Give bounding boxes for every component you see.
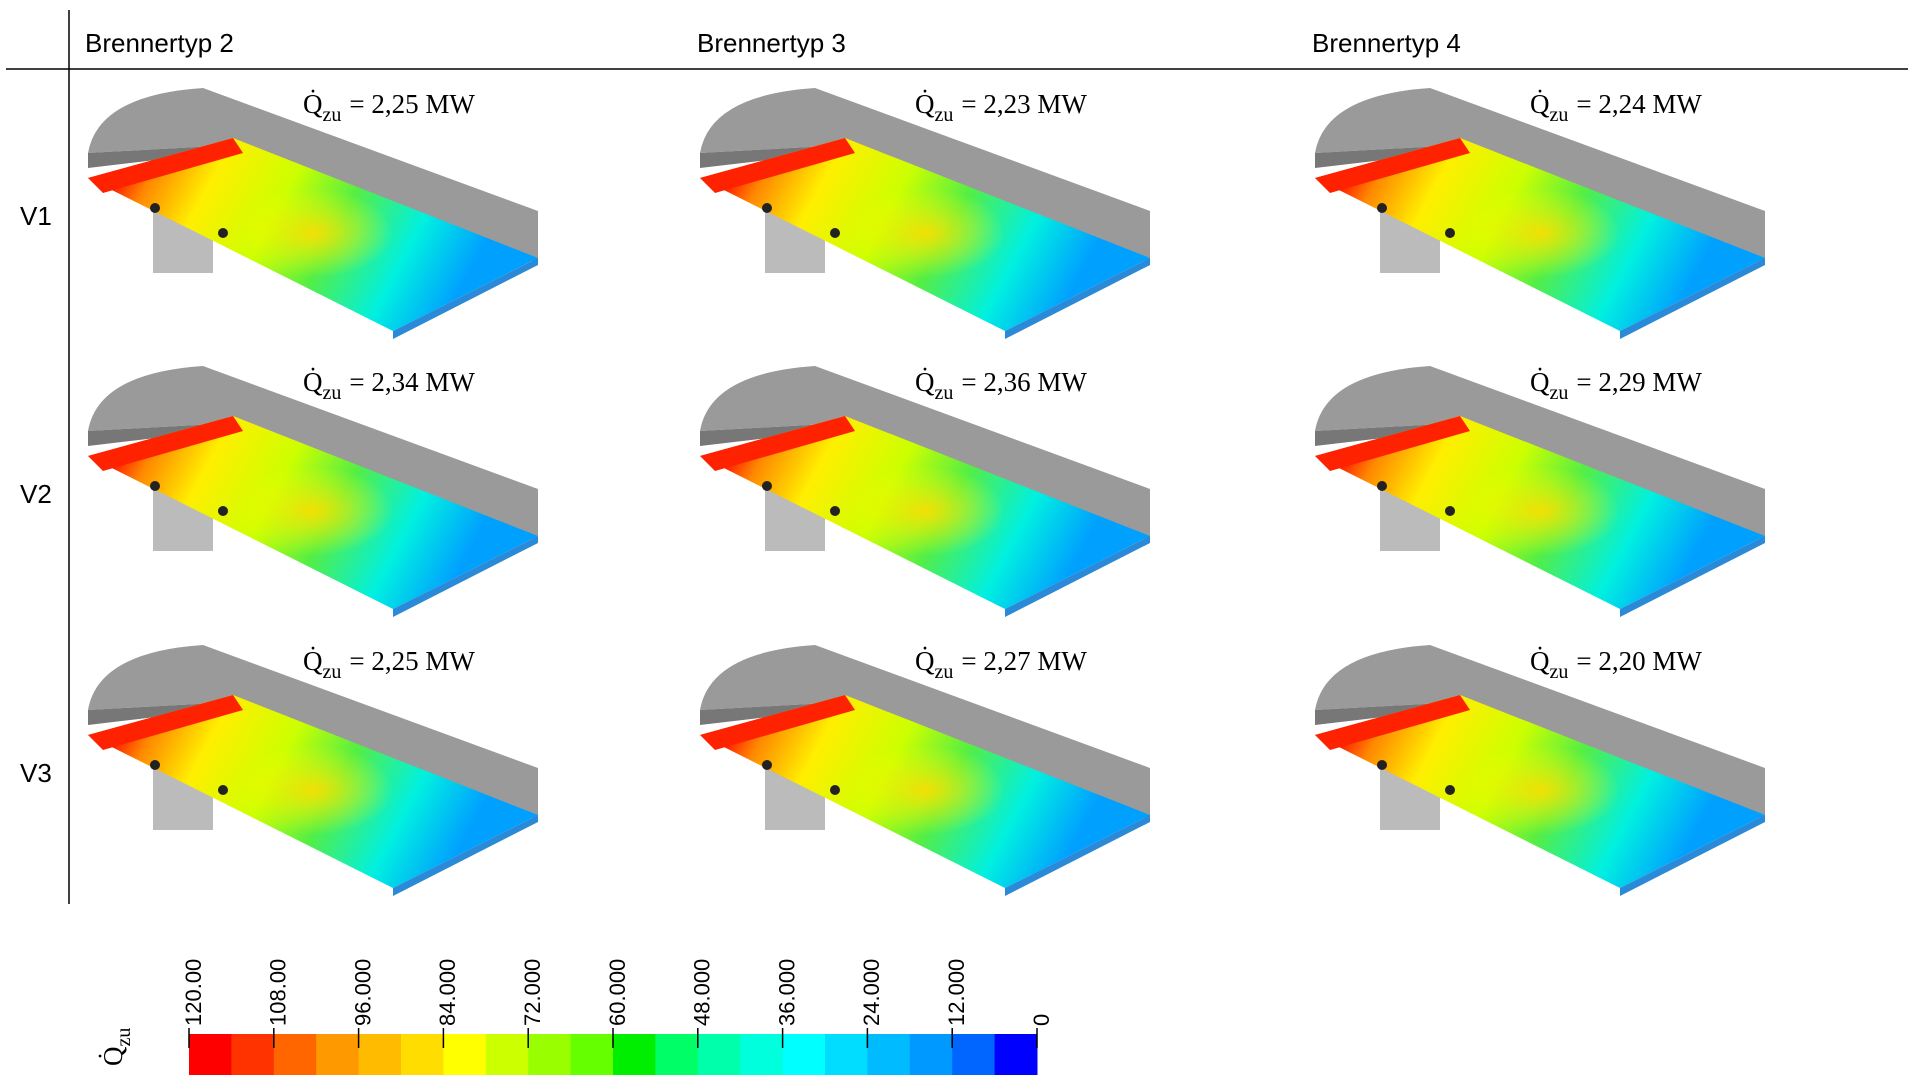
heat-input-label: Q̇zu = 2,20 MW xyxy=(1530,646,1702,683)
content: Brennertyp 2 Brennertyp 3 Brennertyp 4 V1 Q̇… xyxy=(20,28,1765,1075)
row-label: V1 xyxy=(20,201,52,231)
subscript: zu xyxy=(323,104,342,126)
heat-input-label: Q̇zu = 2,25 MW xyxy=(303,89,475,126)
colorbar-segment xyxy=(273,1034,317,1075)
symbol: Q̇ xyxy=(98,1046,128,1066)
colorbar-tick-label: 60.000 xyxy=(605,959,630,1026)
symbol: Q̇ xyxy=(303,89,323,119)
colorbar-tick-label: 36.000 xyxy=(774,959,799,1026)
colorbar-segment xyxy=(485,1034,529,1075)
colorbar-segment xyxy=(528,1034,572,1075)
value: = 2,27 MW xyxy=(961,646,1087,676)
simulation-image xyxy=(700,645,1150,896)
colorbar-segment xyxy=(570,1034,614,1075)
simulation-image xyxy=(1315,645,1765,896)
simulation-image xyxy=(1315,366,1765,617)
colorbar-segment xyxy=(443,1034,487,1075)
simulation-image xyxy=(88,366,538,617)
colorbar-segment xyxy=(655,1034,699,1075)
colorbar-segment xyxy=(316,1034,360,1075)
colorbar-segment xyxy=(189,1034,232,1075)
colorbar-segment xyxy=(231,1034,275,1075)
subscript: zu xyxy=(1550,661,1569,683)
symbol: Q̇ xyxy=(915,89,935,119)
symbol: Q̇ xyxy=(1530,367,1550,397)
colorbar-tick-label: 84.000 xyxy=(435,959,460,1026)
heat-input-label: Q̇zu = 2,23 MW xyxy=(915,89,1087,126)
subscript: zu xyxy=(1550,104,1569,126)
symbol: Q̇ xyxy=(1530,646,1550,676)
subscript: zu xyxy=(323,382,342,404)
colorbar-tick-label: 48.000 xyxy=(690,959,715,1026)
value: = 2,25 MW xyxy=(349,646,475,676)
symbol: Q̇ xyxy=(915,367,935,397)
row-label: V2 xyxy=(20,479,52,509)
colorbar-segment xyxy=(825,1034,868,1075)
subscript: zu xyxy=(113,1028,135,1047)
heat-input-label: Q̇zu = 2,34 MW xyxy=(303,367,475,404)
column-header: Brennertyp 4 xyxy=(1312,28,1461,58)
colorbar-label: Q̇zu xyxy=(98,1028,135,1066)
colorbar-segment xyxy=(867,1034,911,1075)
subscript: zu xyxy=(1550,382,1569,404)
simulation-image xyxy=(700,88,1150,339)
heat-input-label: Q̇zu = 2,29 MW xyxy=(1530,367,1702,404)
row-label: V3 xyxy=(20,758,52,788)
simulation-image xyxy=(88,88,538,339)
column-header: Brennertyp 2 xyxy=(85,28,234,58)
value: = 2,20 MW xyxy=(1576,646,1702,676)
colorbar-segment xyxy=(994,1034,1038,1075)
colorbar-segment xyxy=(909,1034,953,1075)
colorbar-tick-label: 12.000 xyxy=(944,959,969,1026)
simulation-image xyxy=(88,645,538,896)
colorbar-segment xyxy=(740,1034,784,1075)
colorbar-segment xyxy=(401,1034,444,1075)
colorbar-segment xyxy=(613,1034,656,1075)
colorbar-segment xyxy=(358,1034,402,1075)
value: = 2,36 MW xyxy=(961,367,1087,397)
colorbar-tick-label: 108.00 xyxy=(266,959,291,1026)
subscript: zu xyxy=(935,382,954,404)
colorbar-segment xyxy=(952,1034,996,1075)
value: = 2,25 MW xyxy=(349,89,475,119)
colorbar-tick-label: 24.000 xyxy=(859,959,884,1026)
symbol: Q̇ xyxy=(915,646,935,676)
simulation-image xyxy=(1315,88,1765,339)
heat-input-label: Q̇zu = 2,25 MW xyxy=(303,646,475,683)
colorbar-tick-label: 96.000 xyxy=(350,959,375,1026)
colorbar-segment xyxy=(782,1034,826,1075)
colorbar-segment xyxy=(697,1034,741,1075)
symbol: Q̇ xyxy=(303,367,323,397)
value: = 2,29 MW xyxy=(1576,367,1702,397)
subscript: zu xyxy=(935,661,954,683)
value: = 2,24 MW xyxy=(1576,89,1702,119)
simulation-image xyxy=(700,366,1150,617)
heat-input-label: Q̇zu = 2,24 MW xyxy=(1530,89,1702,126)
heat-input-label: Q̇zu = 2,36 MW xyxy=(915,367,1087,404)
symbol: Q̇ xyxy=(303,646,323,676)
colorbar-tick-label: 120.00 xyxy=(181,959,206,1026)
colorbar-tick-label: 0 xyxy=(1029,1014,1054,1026)
value: = 2,23 MW xyxy=(961,89,1087,119)
subscript: zu xyxy=(323,661,342,683)
subscript: zu xyxy=(935,104,954,126)
heat-input-label: Q̇zu = 2,27 MW xyxy=(915,646,1087,683)
value: = 2,34 MW xyxy=(349,367,475,397)
symbol: Q̇ xyxy=(1530,89,1550,119)
colorbar-tick-label: 72.000 xyxy=(520,959,545,1026)
column-header: Brennertyp 3 xyxy=(697,28,846,58)
